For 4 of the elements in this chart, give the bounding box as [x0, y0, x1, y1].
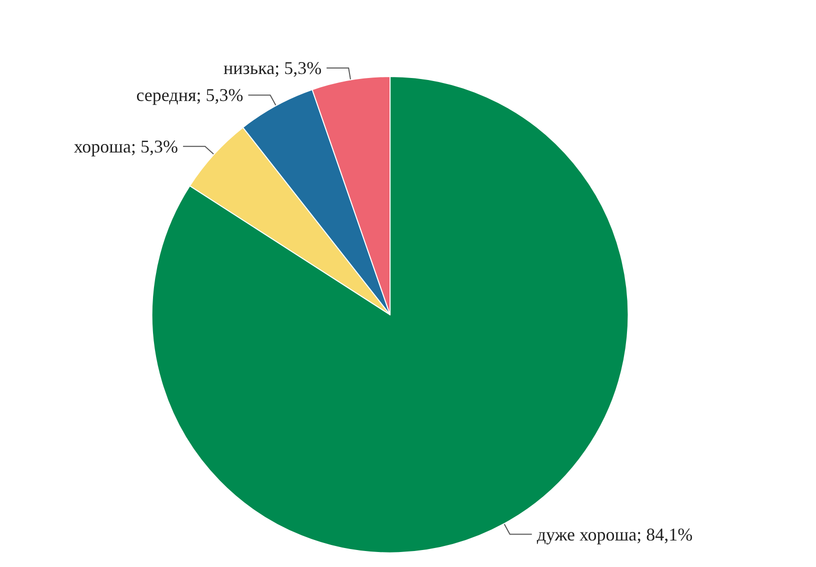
slice-label: дуже хороша; 84,1%	[536, 524, 693, 544]
slice-label: низька; 5,3%	[224, 58, 322, 78]
slice-label: хороша; 5,3%	[74, 136, 178, 156]
slice-label: середня; 5,3%	[136, 85, 244, 106]
